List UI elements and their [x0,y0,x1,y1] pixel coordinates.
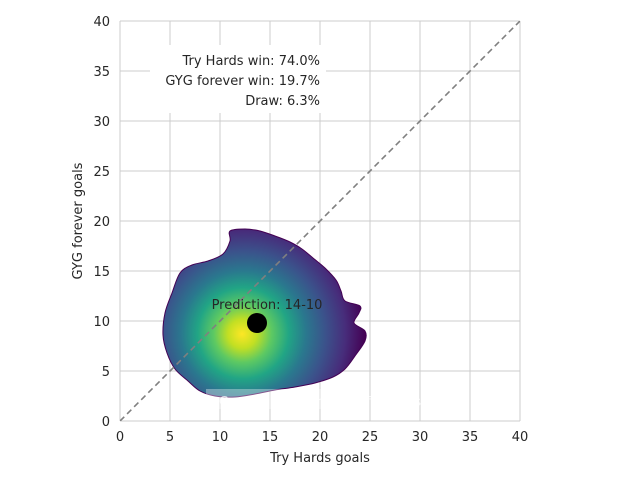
x-axis-label: Try Hards goals [269,451,370,466]
x-tick-label-2: 10 [212,430,229,445]
density-layer [162,228,367,398]
y-tick-label-3: 15 [93,265,110,280]
y-tick-label-7: 35 [93,65,110,80]
marks-layer [247,313,267,333]
y-tick-label-6: 30 [93,115,110,130]
x-tick-label-6: 30 [412,430,429,445]
x-tick-label-0: 0 [116,430,124,445]
y-tick-label-2: 10 [93,315,110,330]
outcome-box [150,45,326,113]
draw-text: Draw: 6.3% [245,94,320,109]
y-tick-label-8: 40 [93,15,110,30]
watermark-background [206,389,332,409]
x-tick-label-3: 15 [262,430,279,445]
y-tick-label-1: 5 [102,365,110,380]
x-tick-label-4: 20 [312,430,329,445]
y-axis-label: GYG forever goals [71,162,86,279]
diagonal-layer [120,21,520,421]
y-tick-label-4: 20 [93,215,110,230]
x-tick-label-8: 40 [512,430,529,445]
prediction-label: Prediction: 14-10 [212,298,323,313]
tick-labels: 0 5 10 15 20 25 30 35 40 0 5 10 15 20 25 30 35 40 [93,15,528,445]
y-tick-label-5: 25 [93,165,110,180]
density-kde [162,228,367,398]
gyg-forever-win-text: GYG forever win: 19.7% [165,74,320,89]
x-tick-label-7: 35 [462,430,479,445]
try-hards-win-text: Try Hards win: 74.0% [181,54,320,69]
watermark-text: Created by Michael Nefiodovas [219,395,421,410]
equality-diagonal-line [120,21,520,421]
x-tick-label-1: 5 [166,430,174,445]
prediction-point [247,313,267,333]
x-tick-label-5: 25 [362,430,379,445]
y-tick-label-0: 0 [102,415,110,430]
